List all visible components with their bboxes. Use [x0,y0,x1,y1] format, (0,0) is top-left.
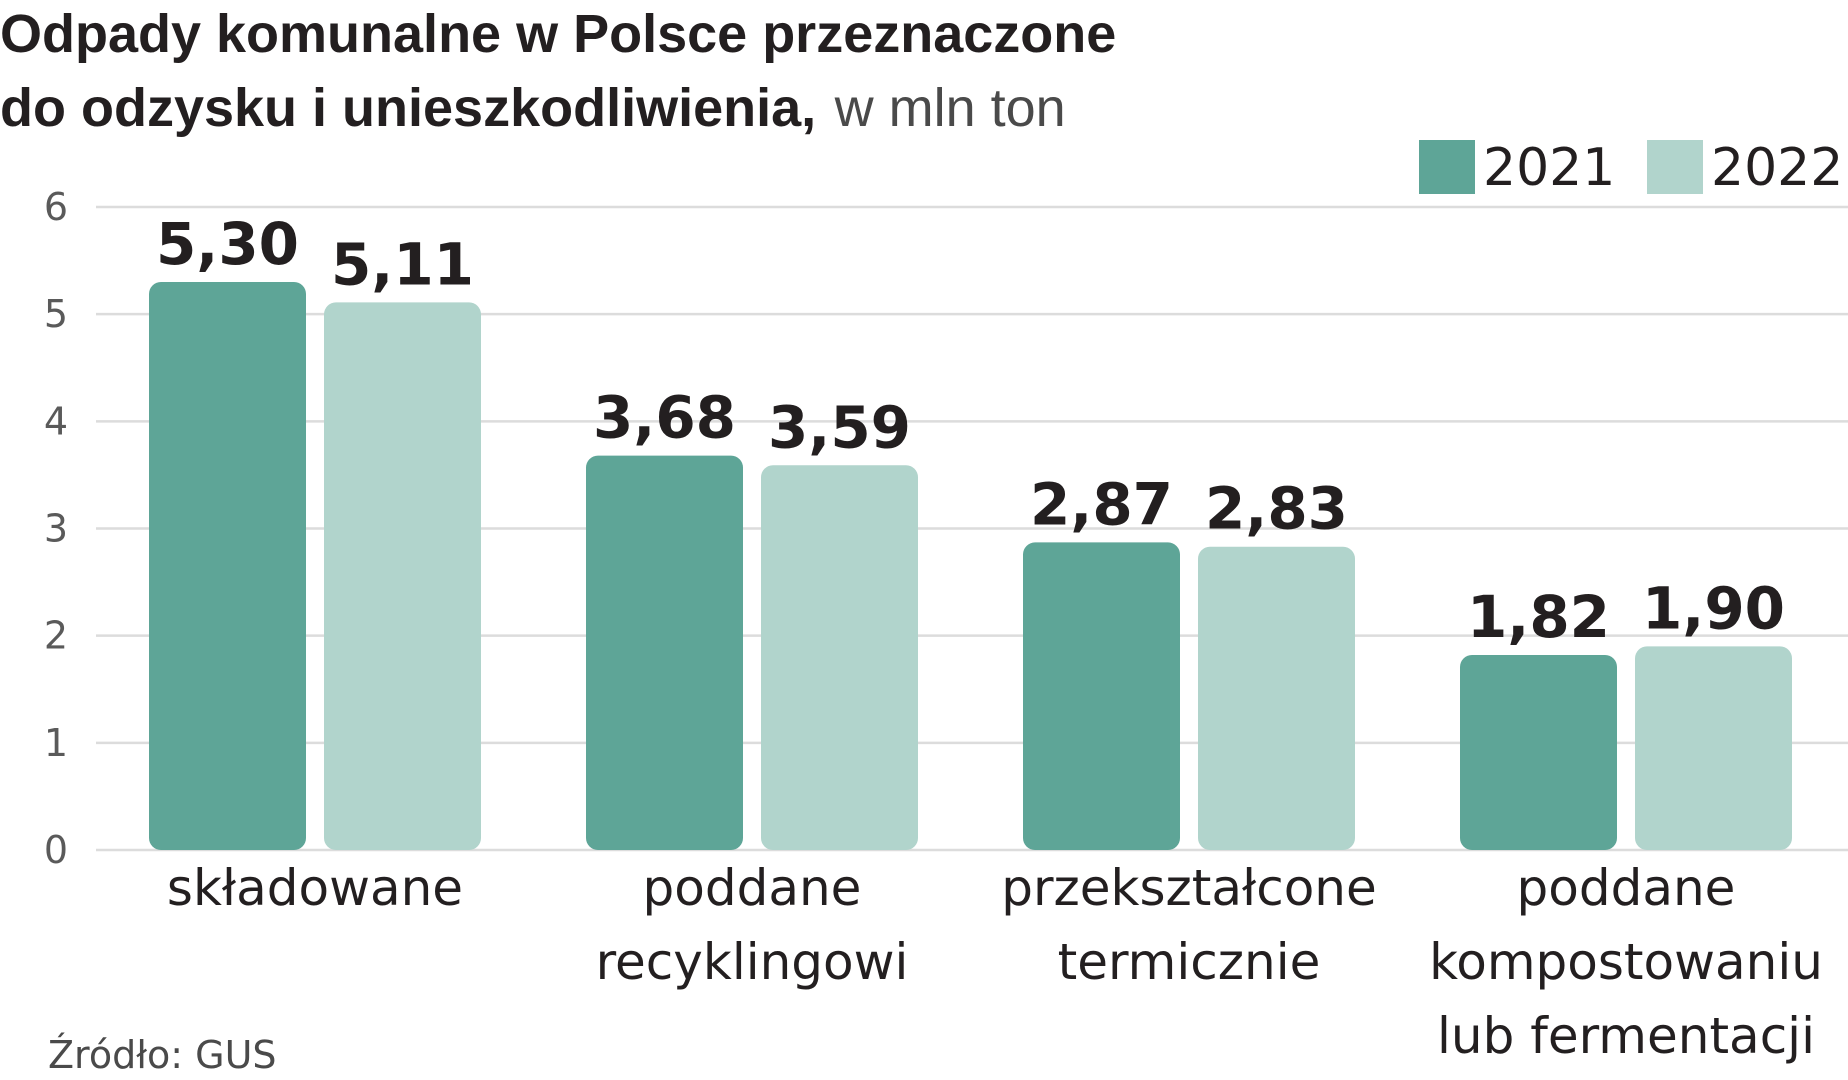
legend-label-2021: 2021 [1483,138,1615,198]
data-label: 5,30 [156,210,299,278]
x-tick-label: poddane [643,859,862,917]
legend-swatch-2021 [1419,140,1475,194]
data-label: 3,68 [593,384,736,452]
bar-2021-2 [1023,542,1180,850]
y-axis: 0 1 2 3 4 5 6 [44,185,68,872]
legend-label-2022: 2022 [1711,138,1843,198]
x-tick-label: kompostowaniu [1429,933,1823,991]
y-tick-label: 2 [44,614,68,658]
y-tick-label: 4 [44,399,68,443]
bars [149,282,1792,851]
data-label: 2,83 [1205,475,1348,543]
bar-2022-3 [1635,646,1792,850]
y-tick-label: 6 [44,185,68,229]
y-tick-label: 3 [44,507,68,551]
data-label: 5,11 [331,230,474,298]
data-label: 1,82 [1467,583,1610,651]
x-tick-label: recyklingowi [596,933,909,991]
bar-2021-3 [1460,654,1617,850]
x-tick-label: przekształcone [1001,859,1377,917]
y-tick-label: 5 [44,292,68,336]
chart-unit-label: w mln ton [834,78,1066,138]
chart-title-line2: do odzysku i unieszkodliwienia, w mln to… [0,78,1066,138]
y-tick-label: 0 [44,828,68,872]
source-note: Źródło: GUS [48,1033,277,1077]
bar-2022-2 [1198,546,1355,850]
y-tick-label: 1 [44,721,68,765]
x-axis-categories: składowane poddane recyklingowi przekształc… [167,859,1823,1065]
x-tick-label: poddane [1517,859,1736,917]
bar-2022-1 [761,465,918,850]
data-label: 3,59 [768,393,911,461]
x-tick-label: lub fermentacji [1437,1007,1815,1065]
value-labels: 5,30 5,11 3,68 3,59 2,87 2,83 1,82 1,90 [156,210,1785,651]
chart-title-line2-bold: do odzysku i unieszkodliwienia, [0,78,816,138]
x-tick-label: termicznie [1058,933,1321,991]
chart-title: Odpady komunalne w Polsce przeznaczone d… [0,4,1116,138]
legend: 2021 2022 [1419,138,1843,198]
bar-2021-0 [149,282,306,850]
x-tick-label: składowane [167,859,463,917]
data-label: 1,90 [1642,574,1785,642]
bar-2022-0 [324,302,481,851]
chart-title-line1: Odpady komunalne w Polsce przeznaczone [0,4,1116,64]
bar-2021-1 [586,455,743,850]
data-label: 2,87 [1030,470,1173,538]
legend-swatch-2022 [1647,140,1703,194]
